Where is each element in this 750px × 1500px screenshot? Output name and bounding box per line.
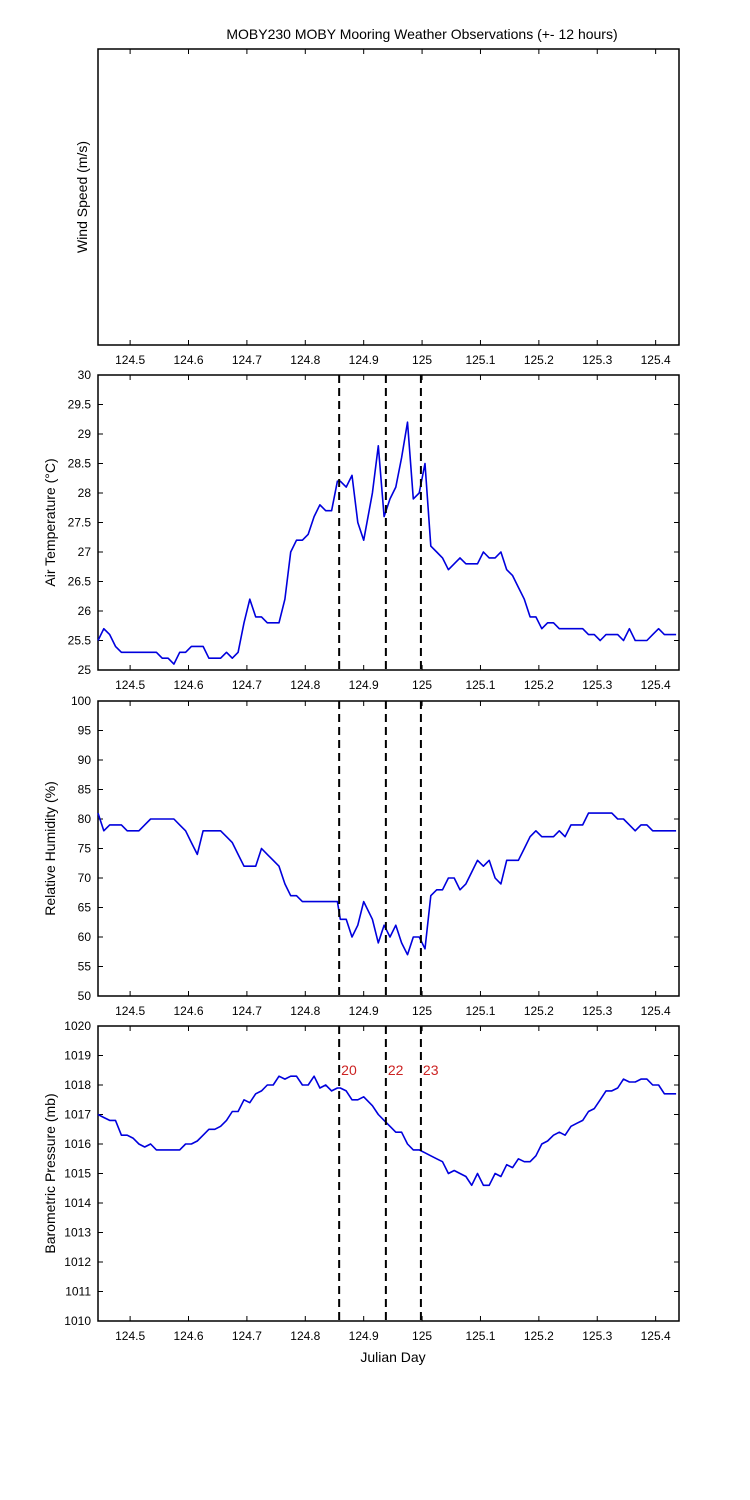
x-tick-label-air_temp-5: 125 bbox=[412, 678, 432, 692]
x-tick-label-wind-7: 125.2 bbox=[524, 353, 554, 367]
x-tick-label-air_temp-8: 125.3 bbox=[582, 678, 612, 692]
plot-frame-wind bbox=[97, 48, 680, 346]
y-tick-label-air_temp-10: 30 bbox=[78, 368, 92, 382]
x-tick-label-wind-3: 124.8 bbox=[290, 353, 320, 367]
y-tick-label-pressure-9: 1019 bbox=[64, 1049, 91, 1063]
x-tick-label-air_temp-7: 125.2 bbox=[524, 678, 554, 692]
x-tick-label-humidity-2: 124.7 bbox=[232, 1004, 262, 1018]
x-tick-label-wind-1: 124.6 bbox=[173, 353, 203, 367]
x-tick-label-pressure-1: 124.6 bbox=[173, 1329, 203, 1343]
y-tick-label-air_temp-4: 27 bbox=[78, 545, 92, 559]
x-tick-label-wind-8: 125.3 bbox=[582, 353, 612, 367]
series-line-pressure bbox=[97, 1075, 677, 1187]
x-tick-label-wind-4: 124.9 bbox=[349, 353, 379, 367]
x-tick-label-humidity-4: 124.9 bbox=[349, 1004, 379, 1018]
x-tick-label-pressure-4: 124.9 bbox=[349, 1329, 379, 1343]
y-axis-title-air_temp: Air Temperature (°C) bbox=[42, 458, 58, 586]
y-tick-label-humidity-4: 70 bbox=[78, 871, 92, 885]
x-tick-label-humidity-3: 124.8 bbox=[290, 1004, 320, 1018]
y-tick-label-pressure-6: 1016 bbox=[64, 1137, 91, 1151]
x-tick-label-humidity-6: 125.1 bbox=[465, 1004, 495, 1018]
x-tick-label-air_temp-4: 124.9 bbox=[349, 678, 379, 692]
x-tick-label-pressure-8: 125.3 bbox=[582, 1329, 612, 1343]
y-tick-label-air_temp-5: 27.5 bbox=[68, 516, 92, 530]
y-tick-label-air_temp-7: 28.5 bbox=[68, 457, 92, 471]
x-tick-label-wind-2: 124.7 bbox=[232, 353, 262, 367]
series-line-air_temp bbox=[97, 421, 677, 665]
plot-frame-air_temp bbox=[97, 374, 680, 671]
x-tick-label-wind-6: 125.1 bbox=[465, 353, 495, 367]
x-tick-label-pressure-6: 125.1 bbox=[465, 1329, 495, 1343]
y-tick-label-air_temp-9: 29.5 bbox=[68, 398, 92, 412]
figure-title: MOBY230 MOBY Mooring Weather Observation… bbox=[226, 26, 617, 42]
y-tick-label-air_temp-6: 28 bbox=[78, 486, 92, 500]
x-tick-label-air_temp-1: 124.6 bbox=[173, 678, 203, 692]
y-tick-label-humidity-5: 75 bbox=[78, 842, 92, 856]
x-tick-label-pressure-7: 125.2 bbox=[524, 1329, 554, 1343]
x-tick-label-humidity-8: 125.3 bbox=[582, 1004, 612, 1018]
y-tick-label-air_temp-0: 25 bbox=[78, 663, 92, 677]
x-tick-label-wind-9: 125.4 bbox=[641, 353, 671, 367]
x-tick-label-humidity-9: 125.4 bbox=[641, 1004, 671, 1018]
y-tick-label-humidity-2: 60 bbox=[78, 930, 92, 944]
x-axis-title: Julian Day bbox=[360, 1349, 425, 1365]
x-tick-label-air_temp-9: 125.4 bbox=[641, 678, 671, 692]
y-tick-label-air_temp-2: 26 bbox=[78, 604, 92, 618]
y-axis-title-humidity: Relative Humidity (%) bbox=[42, 781, 58, 916]
y-tick-label-pressure-5: 1015 bbox=[64, 1167, 91, 1181]
event-label-22: 22 bbox=[388, 1062, 404, 1078]
y-tick-label-humidity-6: 80 bbox=[78, 812, 92, 826]
x-tick-label-air_temp-2: 124.7 bbox=[232, 678, 262, 692]
y-tick-label-pressure-2: 1012 bbox=[64, 1255, 91, 1269]
panel-air_temp: 124.5 124.6 124.7 124.8 124.9 125 125.1 125.2 12… bbox=[42, 368, 680, 692]
y-axis-title-pressure: Barometric Pressure (mb) bbox=[42, 1093, 58, 1253]
y-tick-label-humidity-7: 85 bbox=[78, 783, 92, 797]
panel-humidity: 124.5 124.6 124.7 124.8 124.9 125 125.1 125.2 12… bbox=[42, 694, 680, 1018]
x-tick-label-air_temp-0: 124.5 bbox=[115, 678, 145, 692]
x-tick-label-pressure-5: 125 bbox=[412, 1329, 432, 1343]
panel-wind: 124.5 124.6 124.7 124.8 124.9 125 125.1 125.2 12… bbox=[74, 48, 680, 367]
y-tick-label-pressure-3: 1013 bbox=[64, 1226, 91, 1240]
x-tick-label-wind-0: 124.5 bbox=[115, 353, 145, 367]
x-tick-label-humidity-7: 125.2 bbox=[524, 1004, 554, 1018]
y-tick-label-air_temp-3: 26.5 bbox=[68, 575, 92, 589]
y-tick-label-humidity-8: 90 bbox=[78, 753, 92, 767]
y-tick-label-humidity-0: 50 bbox=[78, 989, 92, 1003]
y-tick-label-humidity-3: 65 bbox=[78, 901, 92, 915]
x-tick-label-pressure-2: 124.7 bbox=[232, 1329, 262, 1343]
y-tick-label-pressure-0: 1010 bbox=[64, 1314, 91, 1328]
y-axis-title-wind: Wind Speed (m/s) bbox=[74, 141, 90, 253]
x-tick-label-pressure-9: 125.4 bbox=[641, 1329, 671, 1343]
y-tick-label-pressure-7: 1017 bbox=[64, 1108, 91, 1122]
event-label-23: 23 bbox=[423, 1062, 439, 1078]
y-tick-label-pressure-10: 1020 bbox=[64, 1019, 91, 1033]
y-tick-label-humidity-9: 95 bbox=[78, 724, 92, 738]
panel-pressure: 124.5 124.6 124.7 124.8 124.9 125 125.1 125.2 12… bbox=[42, 1019, 680, 1343]
y-tick-label-pressure-1: 1011 bbox=[65, 1285, 91, 1299]
x-tick-label-humidity-1: 124.6 bbox=[173, 1004, 203, 1018]
y-tick-label-air_temp-8: 29 bbox=[78, 427, 92, 441]
event-label-20: 20 bbox=[341, 1062, 357, 1078]
x-tick-label-humidity-5: 125 bbox=[412, 1004, 432, 1018]
plot-frame-humidity bbox=[97, 700, 680, 997]
series-line-humidity bbox=[97, 812, 677, 956]
x-tick-label-pressure-0: 124.5 bbox=[115, 1329, 145, 1343]
y-tick-label-pressure-4: 1014 bbox=[64, 1196, 91, 1210]
y-tick-label-air_temp-1: 25.5 bbox=[68, 634, 92, 648]
y-tick-label-humidity-1: 55 bbox=[78, 960, 92, 974]
x-tick-label-pressure-3: 124.8 bbox=[290, 1329, 320, 1343]
x-tick-label-wind-5: 125 bbox=[412, 353, 432, 367]
x-tick-label-humidity-0: 124.5 bbox=[115, 1004, 145, 1018]
y-tick-label-humidity-10: 100 bbox=[71, 694, 91, 708]
x-tick-label-air_temp-6: 125.1 bbox=[465, 678, 495, 692]
x-tick-label-air_temp-3: 124.8 bbox=[290, 678, 320, 692]
y-tick-label-pressure-8: 1018 bbox=[64, 1078, 91, 1092]
